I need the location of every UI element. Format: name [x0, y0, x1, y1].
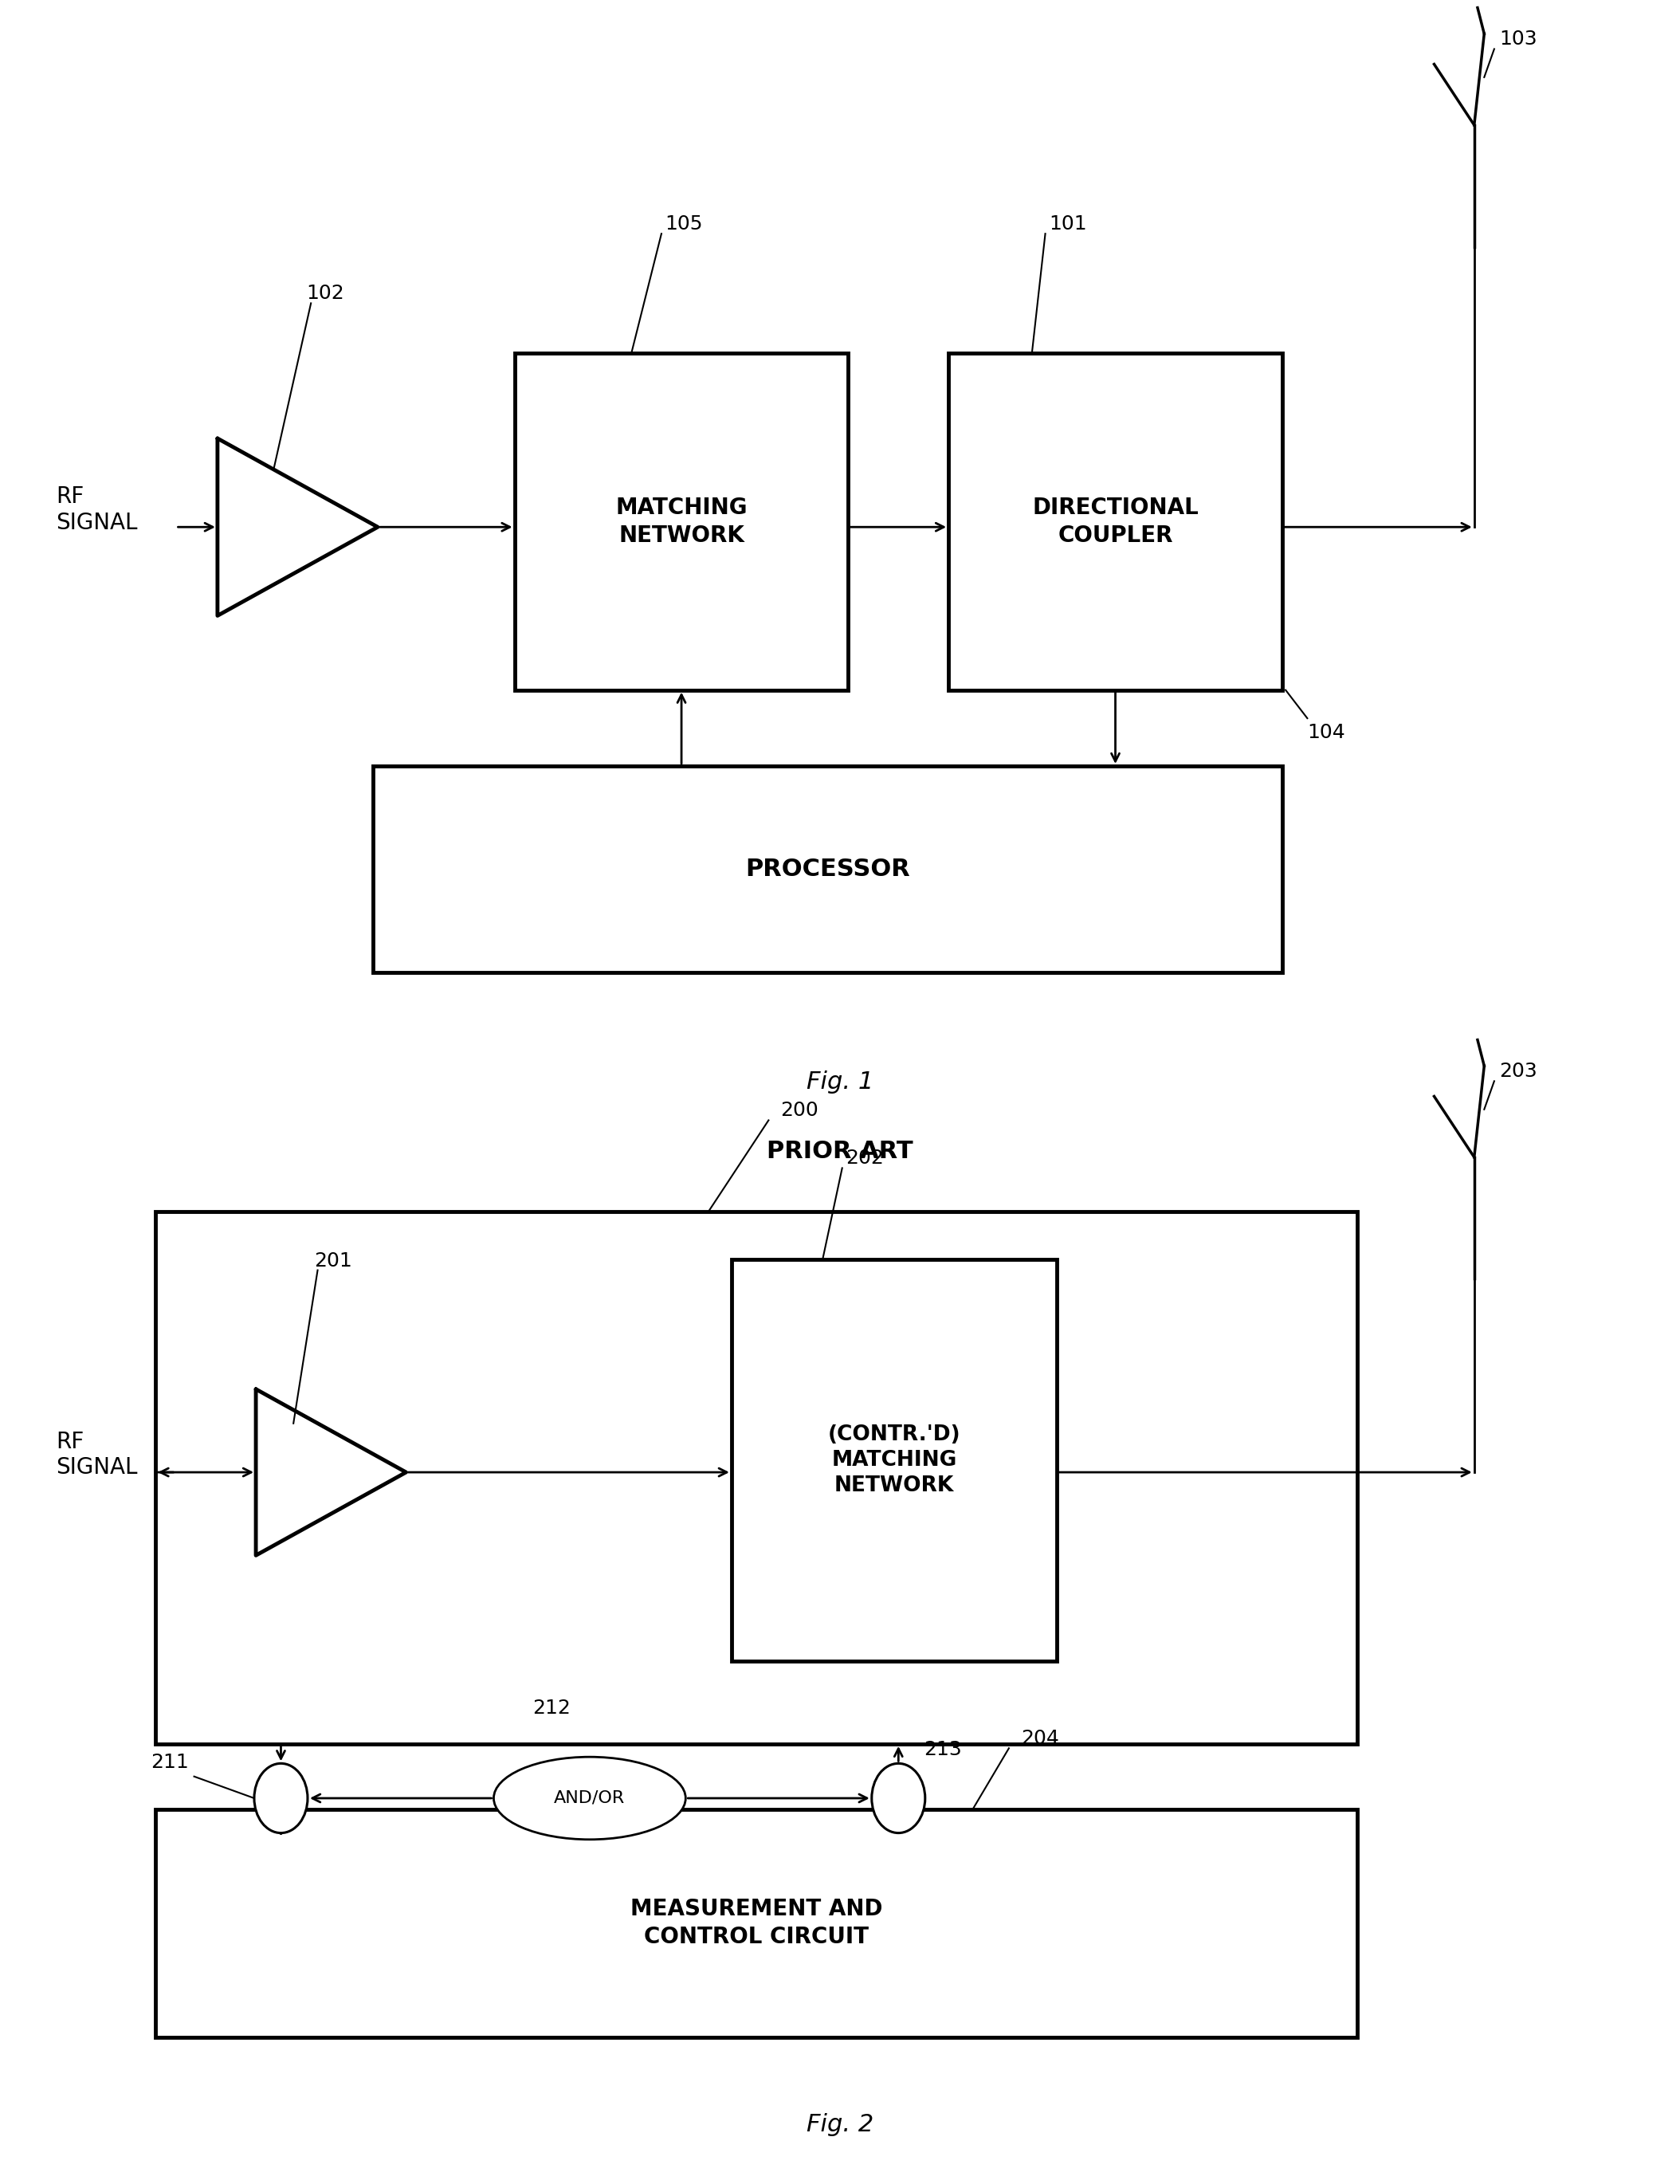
Bar	[731, 1260, 1057, 1662]
Text: (CONTR.'D)
MATCHING
NETWORK: (CONTR.'D) MATCHING NETWORK	[828, 1424, 961, 1496]
Text: Fig. 2: Fig. 2	[806, 2114, 874, 2136]
Circle shape	[254, 1762, 307, 1832]
Text: 103: 103	[1499, 31, 1537, 48]
Text: 102: 102	[306, 284, 344, 304]
Bar	[514, 354, 848, 690]
Text: 213: 213	[924, 1741, 961, 1758]
Text: AND/OR: AND/OR	[554, 1791, 625, 1806]
Bar	[156, 1212, 1357, 1743]
Text: 204: 204	[1021, 1730, 1058, 1747]
Bar	[373, 767, 1282, 972]
Text: PROCESSOR: PROCESSOR	[746, 858, 911, 880]
Text: 203: 203	[1499, 1061, 1537, 1081]
Text: 200: 200	[781, 1101, 818, 1120]
Text: RF
SIGNAL: RF SIGNAL	[55, 485, 138, 533]
Bar	[949, 354, 1282, 690]
Text: MEASUREMENT AND
CONTROL CIRCUIT: MEASUREMENT AND CONTROL CIRCUIT	[630, 1898, 882, 1948]
Text: 104: 104	[1307, 723, 1346, 743]
Text: PRIOR ART: PRIOR ART	[766, 1140, 914, 1162]
Text: 211: 211	[151, 1754, 190, 1771]
Ellipse shape	[494, 1756, 685, 1839]
Text: 202: 202	[845, 1149, 884, 1168]
Bar	[156, 1808, 1357, 2038]
Text: RF
SIGNAL: RF SIGNAL	[55, 1431, 138, 1479]
Text: 105: 105	[665, 214, 702, 234]
Circle shape	[872, 1762, 926, 1832]
Text: MATCHING
NETWORK: MATCHING NETWORK	[615, 496, 748, 546]
Text: 101: 101	[1048, 214, 1087, 234]
Text: 201: 201	[314, 1251, 353, 1271]
Text: 212: 212	[533, 1699, 570, 1719]
Text: Fig. 1: Fig. 1	[806, 1070, 874, 1094]
Text: DIRECTIONAL
COUPLER: DIRECTIONAL COUPLER	[1032, 496, 1198, 546]
